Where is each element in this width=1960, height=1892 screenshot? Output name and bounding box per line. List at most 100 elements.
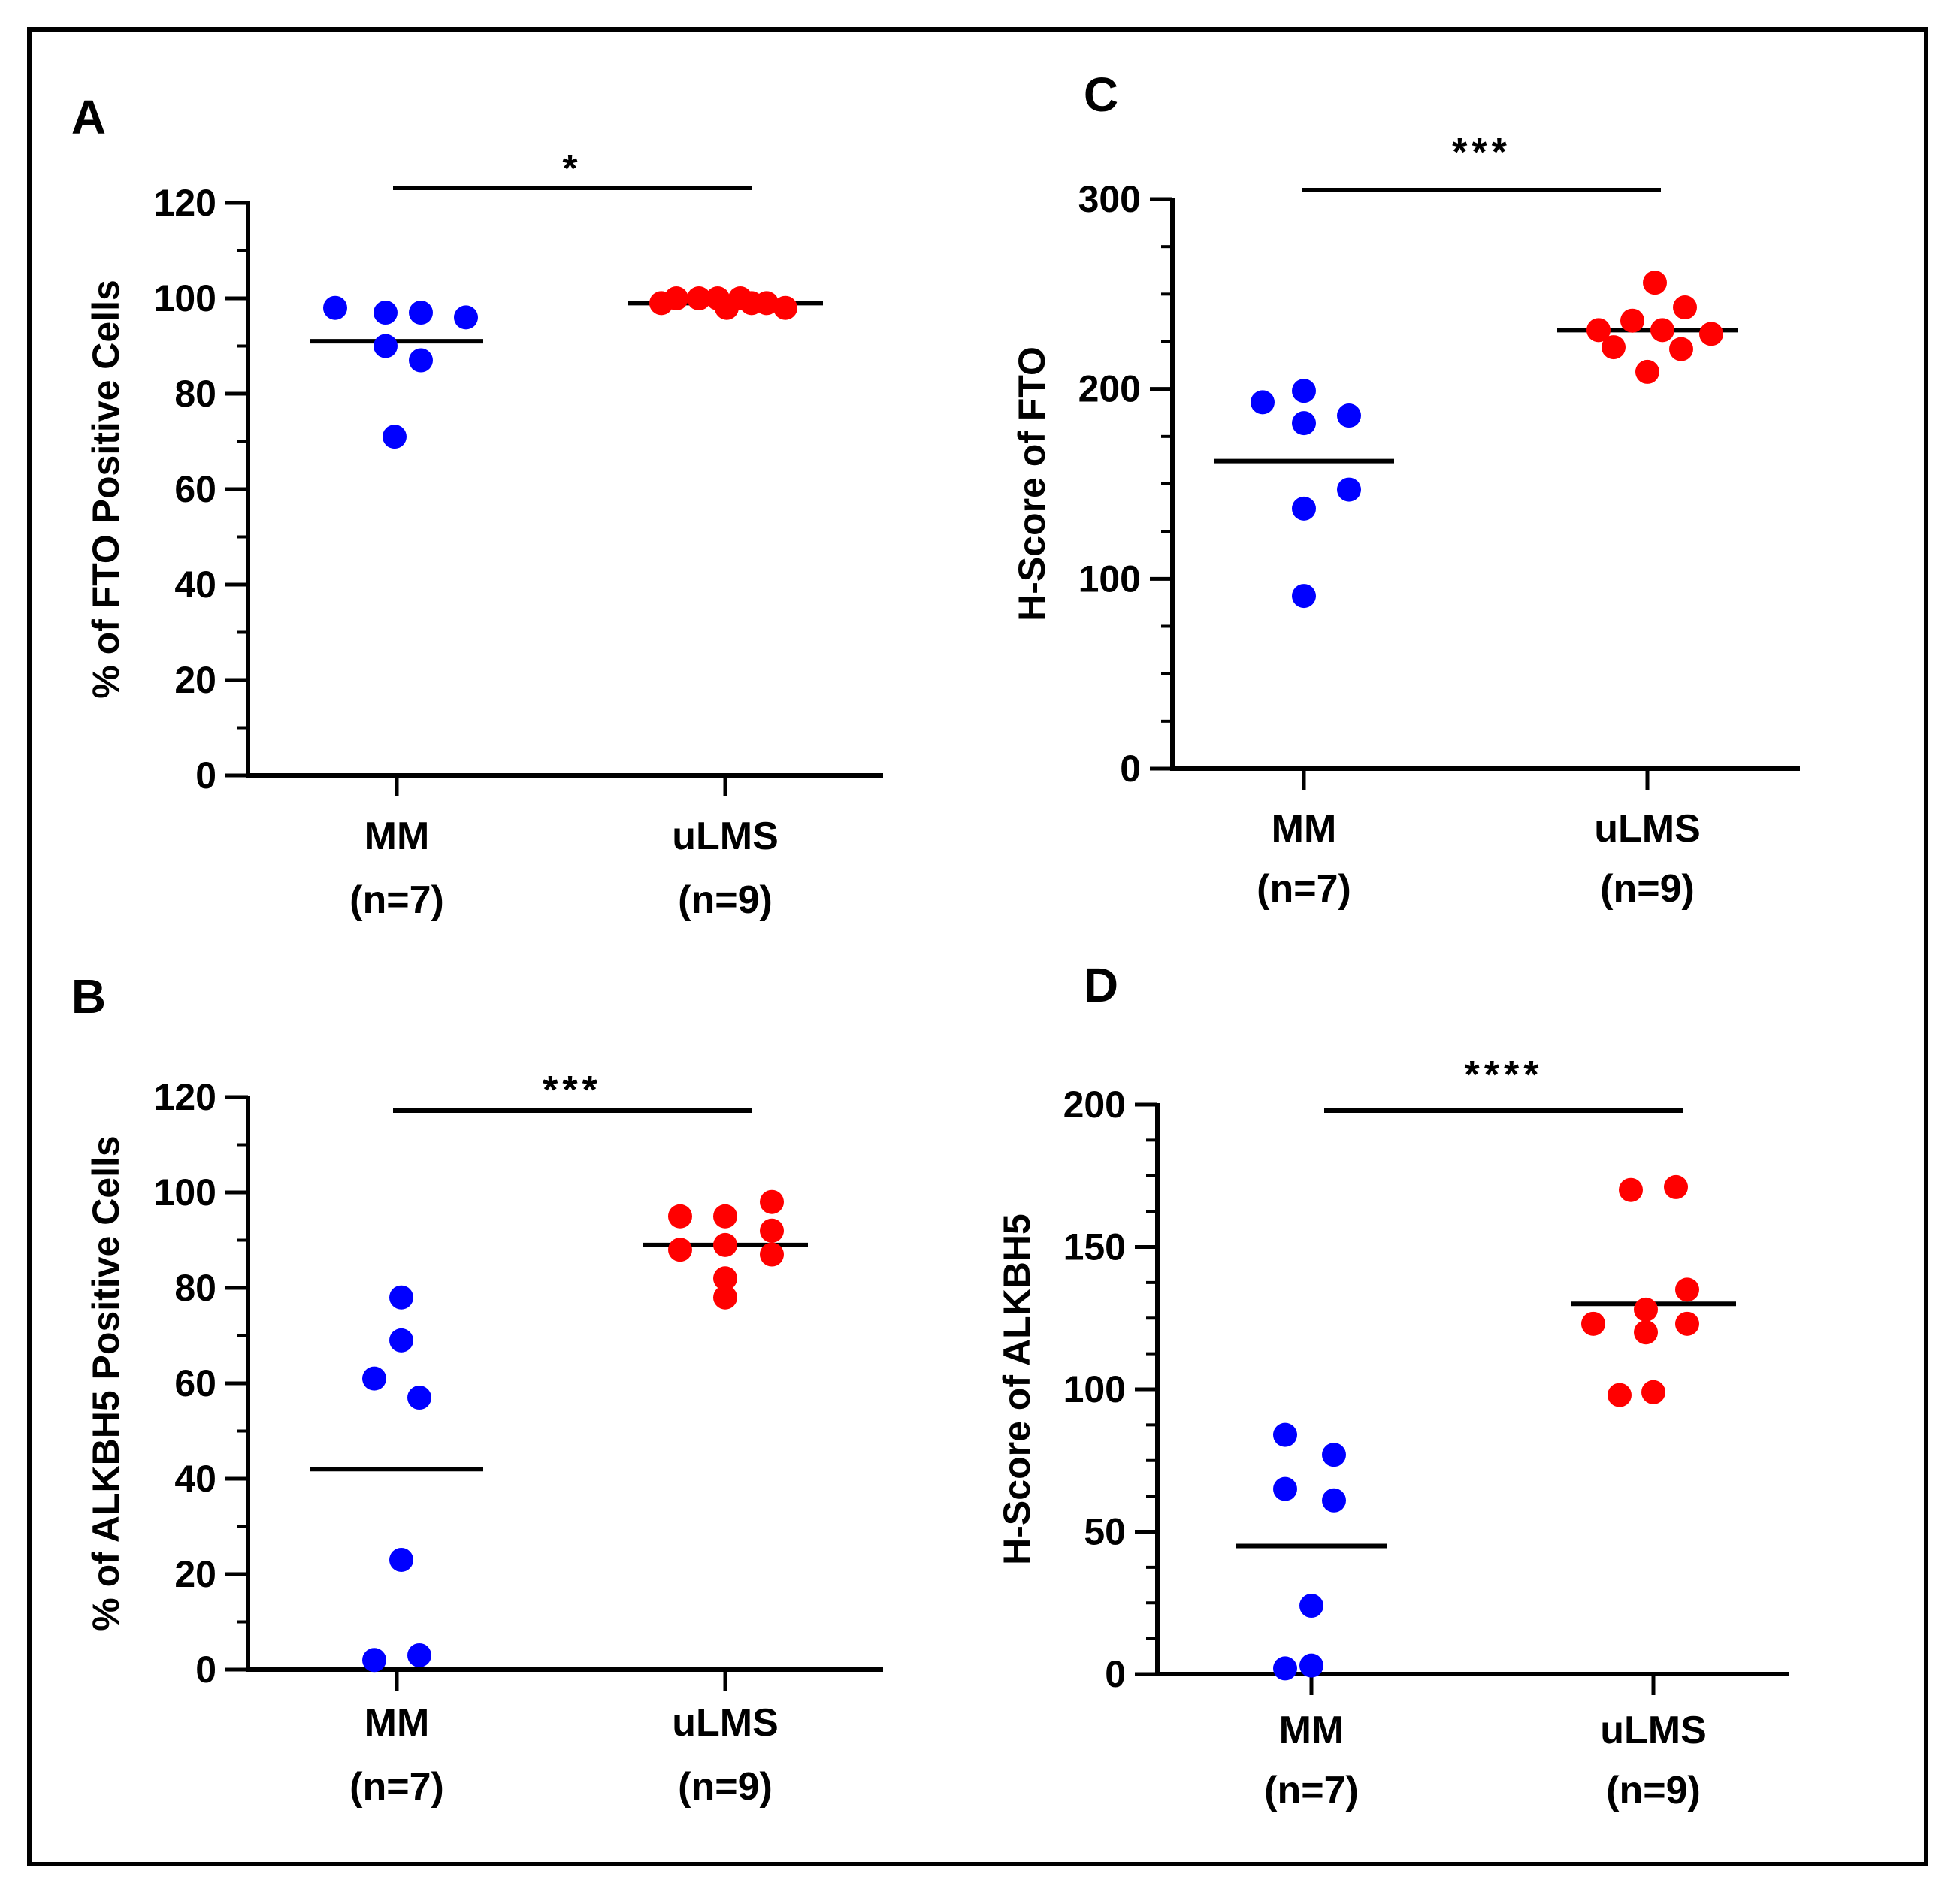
data-point-mm [1299, 1653, 1323, 1678]
data-point-ulms [1673, 295, 1697, 320]
data-point-ulms [668, 1238, 692, 1262]
panel-b: B 0 20 40 60 80 100 120 % of ALKBH5 Positive Cel… [71, 969, 883, 1809]
data-point-ulms [1634, 1320, 1658, 1345]
data-point-ulms [1650, 318, 1674, 343]
data-point-mm [407, 1643, 431, 1667]
y-tick-label: 200 [1078, 368, 1141, 410]
y-axis-label: % of ALKBH5 Positive Cells [85, 1135, 127, 1631]
data-point-mm [1292, 411, 1316, 436]
data-point-ulms [713, 1204, 737, 1229]
data-point-ulms [1634, 1297, 1658, 1322]
y-tick-label: 60 [174, 1362, 216, 1404]
data-point-mm [362, 1648, 386, 1673]
data-point-ulms [1641, 1380, 1665, 1404]
data-point-ulms [1675, 1277, 1699, 1302]
data-point-mm [1251, 390, 1275, 415]
data-point-ulms [1620, 308, 1644, 333]
data-point-mm [1337, 403, 1361, 428]
x-category-n-label: (n=7) [1257, 867, 1351, 911]
data-point-ulms [664, 286, 688, 310]
data-point-ulms [1602, 335, 1626, 360]
y-axis-label: H-Score of ALKBH5 [996, 1213, 1038, 1565]
y-tick-label: 0 [1120, 748, 1141, 790]
data-point-mm [1273, 1422, 1297, 1447]
data-point-ulms [773, 295, 797, 320]
y-tick-label: 100 [154, 1171, 216, 1213]
x-category-label: uLMS [1600, 1709, 1707, 1752]
data-point-ulms [1669, 337, 1693, 361]
data-point-mm [374, 301, 398, 325]
data-point-ulms [1643, 271, 1667, 295]
x-category-n-label: (n=9) [1600, 867, 1695, 911]
data-point-ulms [1635, 359, 1659, 384]
x-category-n-label: (n=9) [678, 1765, 773, 1809]
data-point-mm [323, 295, 347, 320]
x-category-label: uLMS [672, 1701, 779, 1745]
data-point-mm [389, 1285, 413, 1310]
data-point-mm [407, 1386, 431, 1410]
y-tick-label: 80 [174, 1267, 216, 1309]
significance-stars: **** [1465, 1053, 1544, 1097]
y-tick-label: 300 [1078, 178, 1141, 220]
panel-d: D 0 50 100 150 200 H-Score of ALKBH5 MM (n=7) uLM… [996, 958, 1789, 1812]
data-point-mm [374, 334, 398, 358]
x-category-label: uLMS [1594, 807, 1701, 851]
y-tick-label: 120 [154, 1076, 216, 1118]
significance-stars: * [562, 147, 582, 191]
data-point-mm [409, 301, 433, 325]
data-point-ulms [1699, 322, 1723, 346]
data-point-mm [1273, 1476, 1297, 1501]
data-point-mm [389, 1547, 413, 1572]
data-point-mm [1337, 477, 1361, 502]
y-tick-label: 120 [154, 182, 216, 224]
y-tick-label: 20 [174, 659, 216, 701]
y-tick-label: 100 [1063, 1368, 1126, 1410]
significance-stars: *** [543, 1068, 602, 1112]
panel-letter: C [1084, 68, 1118, 122]
y-tick-label: 50 [1084, 1511, 1126, 1553]
data-point-ulms [713, 1285, 737, 1310]
figure-frame [27, 27, 1928, 1866]
data-point-ulms [1586, 318, 1611, 343]
panel-letter: A [71, 90, 106, 144]
data-point-mm [389, 1328, 413, 1353]
x-category-label: MM [364, 815, 430, 858]
y-tick-label: 0 [195, 754, 216, 796]
panel-c: C 0 100 200 300 H-Score of FTO MM (n=7) uLMS (n=9… [1011, 68, 1800, 911]
data-point-mm [409, 348, 433, 373]
x-category-n-label: (n=7) [1264, 1769, 1359, 1812]
y-tick-label: 80 [174, 373, 216, 415]
panel-letter: D [1084, 958, 1118, 1012]
data-point-mm [1292, 379, 1316, 403]
y-tick-label: 40 [174, 1458, 216, 1500]
x-category-label: uLMS [672, 815, 779, 858]
y-tick-label: 40 [174, 564, 216, 606]
data-point-mm [383, 425, 407, 449]
data-point-ulms [1581, 1311, 1605, 1336]
data-point-ulms [1664, 1174, 1688, 1199]
data-point-mm [1292, 584, 1316, 609]
y-tick-label: 150 [1063, 1226, 1126, 1268]
x-category-label: MM [1272, 807, 1337, 851]
data-point-ulms [687, 286, 711, 310]
data-point-ulms [713, 1232, 737, 1257]
data-point-ulms [1608, 1383, 1632, 1407]
data-point-ulms [1675, 1311, 1699, 1336]
panel-a: A 0 20 40 60 80 100 120 % of FTO Positive Cells M… [71, 90, 883, 922]
x-category-n-label: (n=9) [1606, 1769, 1701, 1812]
x-category-n-label: (n=9) [678, 878, 773, 922]
data-point-mm [1322, 1443, 1346, 1467]
y-tick-label: 0 [1105, 1653, 1126, 1695]
x-category-label: MM [364, 1701, 430, 1745]
x-category-n-label: (n=7) [349, 878, 444, 922]
data-point-mm [1273, 1656, 1297, 1681]
data-point-mm [1292, 496, 1316, 521]
panel-letter: B [71, 969, 106, 1023]
y-tick-label: 0 [195, 1649, 216, 1691]
x-category-n-label: (n=7) [349, 1765, 444, 1809]
significance-stars: *** [1452, 131, 1511, 174]
data-point-ulms [668, 1204, 692, 1229]
data-point-ulms [1619, 1177, 1643, 1202]
data-point-mm [1299, 1594, 1323, 1618]
